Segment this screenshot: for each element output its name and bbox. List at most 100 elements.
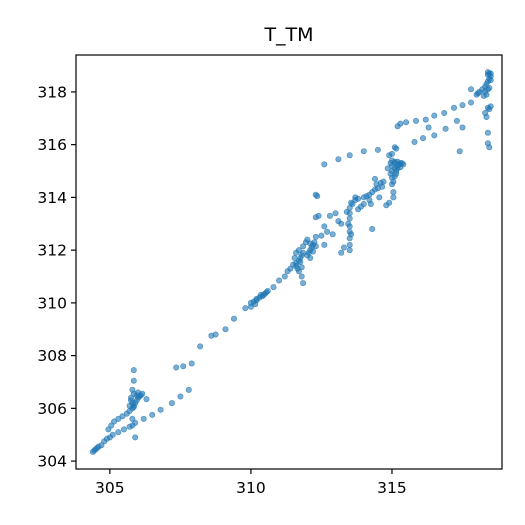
- data-point: [157, 406, 164, 413]
- data-point: [442, 125, 449, 132]
- y-tick-label: 312: [37, 242, 67, 260]
- data-point: [121, 426, 128, 433]
- y-tick-label: 310: [37, 294, 67, 312]
- data-point: [270, 284, 277, 291]
- data-point: [380, 178, 387, 185]
- data-point: [168, 400, 175, 407]
- data-point: [487, 70, 494, 77]
- data-point: [324, 228, 331, 235]
- data-point: [487, 103, 494, 110]
- data-point: [276, 277, 283, 284]
- data-point: [397, 120, 404, 127]
- data-point: [482, 110, 489, 117]
- data-point: [130, 403, 137, 410]
- data-point: [349, 201, 356, 208]
- data-point: [300, 243, 307, 250]
- data-point: [115, 429, 122, 436]
- data-point: [453, 117, 460, 124]
- data-point: [486, 85, 493, 92]
- data-point: [149, 411, 156, 418]
- y-tick-label: 316: [37, 136, 67, 154]
- data-point: [321, 223, 328, 230]
- data-point: [360, 148, 367, 155]
- data-point: [403, 119, 410, 126]
- data-point: [450, 104, 457, 111]
- data-point: [456, 148, 463, 155]
- data-point: [312, 243, 319, 250]
- x-tick-label: 315: [377, 479, 407, 497]
- data-point: [128, 394, 135, 401]
- data-point: [242, 305, 249, 312]
- data-point: [486, 144, 493, 151]
- data-point: [312, 191, 319, 198]
- y-tick-label: 318: [37, 83, 67, 101]
- data-point: [459, 102, 466, 109]
- data-point: [119, 413, 126, 420]
- data-point: [386, 152, 393, 159]
- data-point: [340, 244, 347, 251]
- data-point: [321, 161, 328, 168]
- data-point: [188, 360, 195, 367]
- data-point: [173, 364, 180, 371]
- data-point: [390, 189, 397, 196]
- data-point: [130, 377, 137, 384]
- data-point: [467, 99, 474, 106]
- data-point: [222, 326, 229, 333]
- data-point: [394, 158, 401, 165]
- data-point: [297, 258, 304, 265]
- data-point: [484, 129, 491, 136]
- data-point: [431, 112, 438, 119]
- data-point: [253, 295, 260, 302]
- y-tick-label: 304: [37, 453, 67, 471]
- data-point: [329, 231, 336, 238]
- y-tick-label: 308: [37, 347, 67, 365]
- data-point: [140, 415, 147, 422]
- data-point: [355, 206, 362, 213]
- plot-frame: [75, 54, 503, 470]
- data-point: [338, 249, 345, 256]
- data-point: [441, 110, 448, 117]
- data-point: [264, 287, 271, 294]
- data-point: [139, 390, 146, 397]
- data-point: [338, 220, 345, 227]
- y-tick-label: 306: [37, 400, 67, 418]
- data-point: [474, 90, 481, 97]
- data-point: [284, 268, 291, 275]
- data-point: [459, 124, 466, 131]
- data-point: [369, 226, 376, 233]
- data-point: [298, 273, 305, 280]
- data-point: [326, 212, 333, 219]
- data-point: [390, 194, 397, 201]
- data-point: [295, 247, 302, 254]
- data-point: [374, 146, 381, 153]
- data-point: [281, 273, 288, 280]
- data-point: [129, 422, 136, 429]
- data-point: [480, 92, 487, 99]
- data-point: [132, 434, 139, 441]
- data-point: [346, 152, 353, 159]
- data-point: [422, 116, 429, 123]
- data-point: [115, 415, 122, 422]
- data-point: [260, 291, 267, 298]
- data-point: [129, 415, 136, 422]
- data-point: [346, 215, 353, 222]
- axis-ticks: 305 310 315 304 306 308 310 312 314 316 318: [37, 83, 406, 497]
- data-point: [352, 194, 359, 201]
- data-point: [346, 247, 353, 254]
- data-point: [321, 241, 328, 248]
- data-point: [346, 223, 353, 230]
- data-point: [397, 164, 404, 171]
- data-point: [252, 301, 259, 308]
- data-point: [487, 77, 494, 84]
- data-point: [108, 422, 115, 429]
- data-point: [371, 175, 378, 182]
- data-point: [304, 236, 311, 243]
- x-tick-label: 305: [95, 479, 125, 497]
- data-point: [387, 170, 394, 177]
- x-tick-label: 310: [236, 479, 266, 497]
- data-point: [343, 208, 350, 215]
- data-point: [425, 124, 432, 131]
- data-point: [247, 303, 254, 310]
- data-point: [185, 386, 192, 393]
